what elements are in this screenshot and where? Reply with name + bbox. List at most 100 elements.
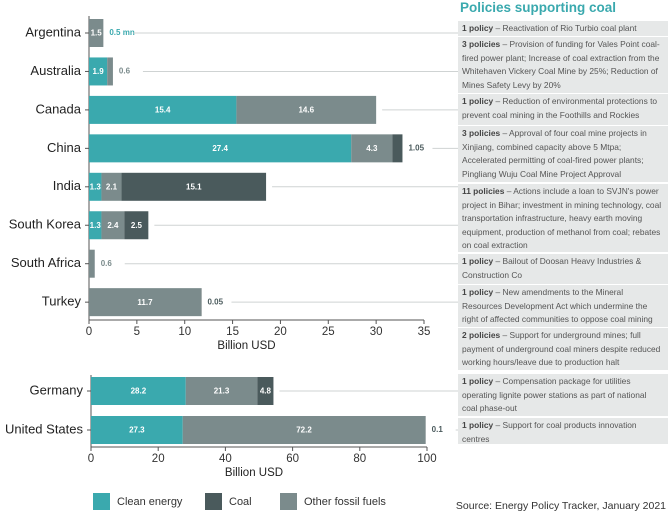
x-tick-label: 20 (274, 326, 287, 338)
value-label: 2.4 (107, 221, 119, 230)
policy-item: 3 policies – Provision of funding for Va… (458, 37, 668, 93)
value-label: 1.3 (90, 221, 102, 230)
x-tick-label: 0 (86, 326, 92, 338)
value-label: 0.1 (432, 425, 444, 434)
category-label: Australia (30, 63, 81, 78)
category-label: Canada (35, 101, 81, 116)
x-tick-label: 0 (88, 453, 94, 465)
legend-label: Coal (229, 496, 252, 508)
policy-item: 1 policy – New amendments to the Mineral… (458, 285, 668, 327)
bar-segment (392, 134, 403, 163)
value-label: 15.4 (155, 106, 171, 115)
bar-segment (91, 377, 186, 405)
bar-segment (89, 134, 352, 163)
value-label: 27.3 (129, 426, 145, 435)
panel-title: Policies supporting coal (460, 0, 617, 15)
policy-count: 2 policies (462, 330, 501, 340)
bar-segment (89, 57, 108, 86)
value-label: 15.1 (186, 182, 202, 191)
x-tick-label: 60 (286, 453, 299, 465)
policy-text: – New amendments to the Mineral Resource… (462, 287, 653, 325)
policy-item: 1 policy – Support for coal products inn… (458, 418, 668, 444)
bar-segment (89, 19, 104, 47)
category-label: South Africa (11, 255, 82, 270)
bar-segment (89, 249, 95, 278)
value-label: 72.2 (296, 426, 312, 435)
legend-swatch (93, 493, 110, 510)
bar-segment (236, 95, 377, 124)
bar-segment (101, 211, 125, 240)
value-label: 0.05 (207, 297, 223, 306)
policy-item: 3 policies – Approval of four coal mine … (458, 126, 668, 182)
category-label: Turkey (42, 294, 82, 309)
policy-item: 2 policies – Support for underground min… (458, 328, 668, 370)
policy-text: – Provision of funding for Vales Point c… (462, 39, 660, 90)
policy-count: 1 policy (462, 96, 494, 106)
value-label: 11.7 (137, 298, 153, 307)
legend-swatch (205, 493, 222, 510)
x-tick-label: 20 (152, 453, 165, 465)
source: Source: Energy Policy Tracker, January 2… (455, 500, 666, 512)
bar-segment (124, 211, 149, 240)
x-tick-label: 30 (370, 326, 383, 338)
bar-segment (257, 377, 274, 405)
bar-segment (89, 211, 102, 240)
value-label: 0.5 mn (109, 28, 134, 37)
category-label: China (47, 140, 82, 155)
bar-segment (121, 172, 267, 201)
category-label: Argentina (25, 24, 81, 39)
value-label: 4.3 (366, 144, 378, 153)
category-label: India (53, 178, 82, 193)
value-label: 1.9 (93, 67, 105, 76)
x-tick-label: 100 (417, 453, 436, 465)
category-label: South Korea (9, 217, 82, 232)
policy-count: 1 policy (462, 420, 494, 430)
x-tick-label: 25 (322, 326, 335, 338)
policy-text: – Compensation package for utilities ope… (462, 376, 647, 414)
value-label: 0.6 (119, 67, 131, 76)
bar-segment (91, 416, 183, 444)
x-axis-label: Billion USD (225, 467, 283, 479)
policy-item: 1 policy – Compensation package for util… (458, 374, 668, 416)
value-label: 21.3 (214, 387, 230, 396)
policy-item: 1 policy – Reactivation of Rio Turbio co… (458, 21, 668, 36)
value-label: 2.5 (131, 221, 143, 230)
policy-text: – Bailout of Doosan Heavy Industries & C… (462, 256, 642, 280)
legend-label: Other fossil fuels (304, 496, 386, 508)
legend-swatch (280, 493, 297, 510)
bar-segment (185, 377, 258, 405)
bar-segment (89, 288, 201, 317)
bar-segment (89, 172, 102, 201)
x-tick-label: 15 (226, 326, 239, 338)
policy-text: – Approval of four coal mine projects in… (462, 128, 647, 179)
policy-text: – Support for coal products innovation c… (462, 420, 637, 444)
value-label: 28.2 (131, 387, 147, 396)
legend-label: Clean energy (117, 496, 183, 508)
policy-count: 1 policy (462, 23, 494, 33)
value-label: 1.3 (90, 182, 102, 191)
policy-item: 11 policies – Actions include a loan to … (458, 184, 668, 252)
value-label: 4.8 (260, 387, 272, 396)
policy-count: 1 policy (462, 287, 494, 297)
category-label: United States (5, 421, 84, 436)
x-tick-label: 35 (418, 326, 431, 338)
bar-segment (182, 416, 426, 444)
policy-count: 3 policies (462, 39, 501, 49)
policy-count: 11 policies (462, 186, 505, 196)
policy-count: 1 policy (462, 256, 494, 266)
bar-segment (107, 57, 113, 86)
policy-count: 1 policy (462, 376, 494, 386)
value-label: 0.6 (101, 259, 113, 268)
x-axis-label: Billion USD (217, 340, 275, 352)
policy-text: – Reactivation of Rio Turbio coal plant (495, 23, 637, 33)
policy-count: 3 policies (462, 128, 501, 138)
value-label: 27.4 (212, 144, 228, 153)
value-label: 1.05 (408, 143, 424, 152)
policy-text: – Actions include a loan to SVJN's power… (462, 186, 662, 251)
x-tick-label: 5 (134, 326, 140, 338)
value-label: 1.5 (91, 29, 103, 38)
bar-segment (89, 95, 237, 124)
value-label: 14.6 (298, 106, 314, 115)
